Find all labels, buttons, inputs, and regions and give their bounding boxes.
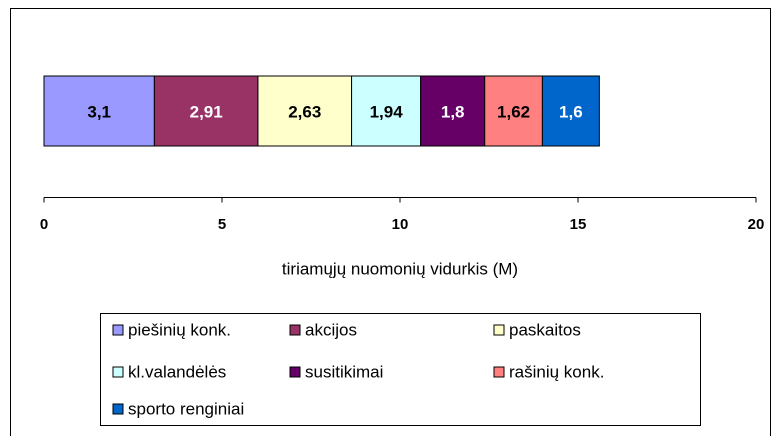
x-tick-label: 0 [40, 216, 48, 233]
bar-segment [43, 75, 155, 147]
legend-swatch [289, 324, 301, 336]
legend-label: piešinių konk. [128, 320, 231, 339]
legend-box [100, 313, 701, 426]
data-label: 1,8 [441, 102, 465, 121]
data-label: 3,1 [87, 102, 111, 121]
legend-label: sporto renginiai [128, 399, 244, 418]
x-tick-label: 5 [218, 216, 226, 233]
bar-segment [351, 75, 422, 147]
data-label: 1,94 [370, 102, 404, 121]
legend-swatch [112, 403, 124, 415]
legend-swatch [493, 324, 505, 336]
bar-segment [257, 75, 353, 147]
legend-swatch [493, 366, 505, 378]
legend-label: paskaitos [509, 320, 581, 339]
data-label: 2,63 [288, 102, 321, 121]
data-label: 1,6 [559, 102, 583, 121]
legend-swatch [112, 324, 124, 336]
x-tick-label: 10 [392, 216, 409, 233]
bar-segment [484, 75, 543, 147]
legend-swatch [289, 366, 301, 378]
legend-label: akcijos [305, 320, 357, 339]
legend-label: kl.valandėlės [128, 362, 226, 381]
x-tick-label: 20 [748, 216, 765, 233]
bar-segment [153, 75, 259, 147]
bar-segment [420, 75, 486, 147]
legend-label: rašinių konk. [509, 362, 604, 381]
legend-label: susitikimai [305, 362, 383, 381]
bar-segment [541, 75, 600, 147]
data-label: 2,91 [190, 102, 223, 121]
legend-swatch [112, 366, 124, 378]
x-axis-label: tiriamųjų nuomonių vidurkis (M) [282, 259, 518, 278]
data-label: 1,62 [497, 102, 530, 121]
x-tick-label: 15 [570, 216, 587, 233]
